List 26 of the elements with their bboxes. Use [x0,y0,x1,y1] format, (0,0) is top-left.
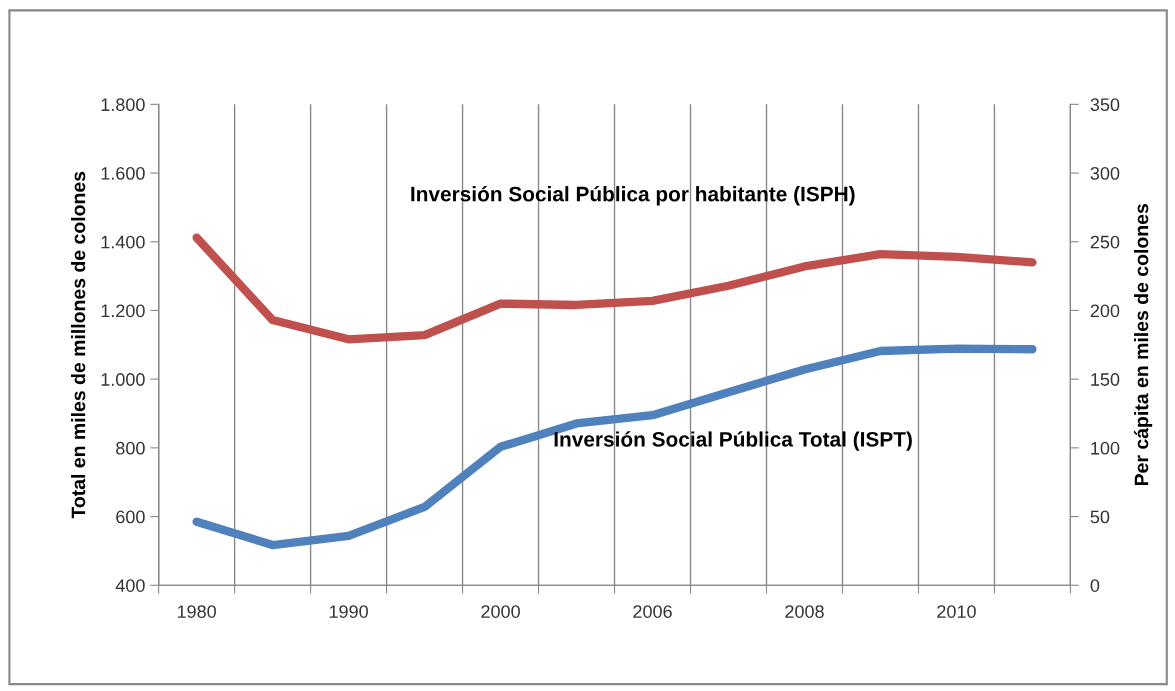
y-axis-title: Total en miles de millones de colones [71,171,86,519]
x-tick-label: 2006 [633,605,672,618]
y-tick-label: 400 [115,579,145,592]
text: Inversión Social Pública por habitante (ISPH) [411,185,855,206]
series-label: Inversión Social Pública Total (ISPT) [554,431,912,451]
y2-tick-label: 0 [1090,579,1100,592]
y2-tick-label: 150 [1091,373,1120,386]
y-tick-label: 1.800 [101,98,145,112]
y-tick-label: 1.200 [101,304,145,318]
y-tick-label: 800 [116,441,145,455]
y-tick-label: 600 [116,510,145,524]
x-tick-label: 1980 [177,605,216,618]
y-tick-label: 1.400 [101,235,145,249]
y2-tick-label: 350 [1090,98,1120,112]
y2-axis-title: Per cápita en miles de colones [1133,204,1153,486]
y-tick-label: 1.000 [101,373,145,386]
x-tick-label: 2000 [481,605,520,618]
y2-tick-label: 200 [1090,304,1120,318]
x-tick-label: 1990 [329,605,368,618]
x-tick-label: 2010 [937,605,976,618]
y2-tick-label: 250 [1090,235,1120,249]
y2-tick-label: 50 [1090,510,1110,524]
x-tick-label: 2008 [785,605,824,618]
y2-tick-label: 300 [1090,166,1120,180]
y2-tick-label: 100 [1091,441,1120,455]
y-tick-label: 1.600 [101,166,145,180]
